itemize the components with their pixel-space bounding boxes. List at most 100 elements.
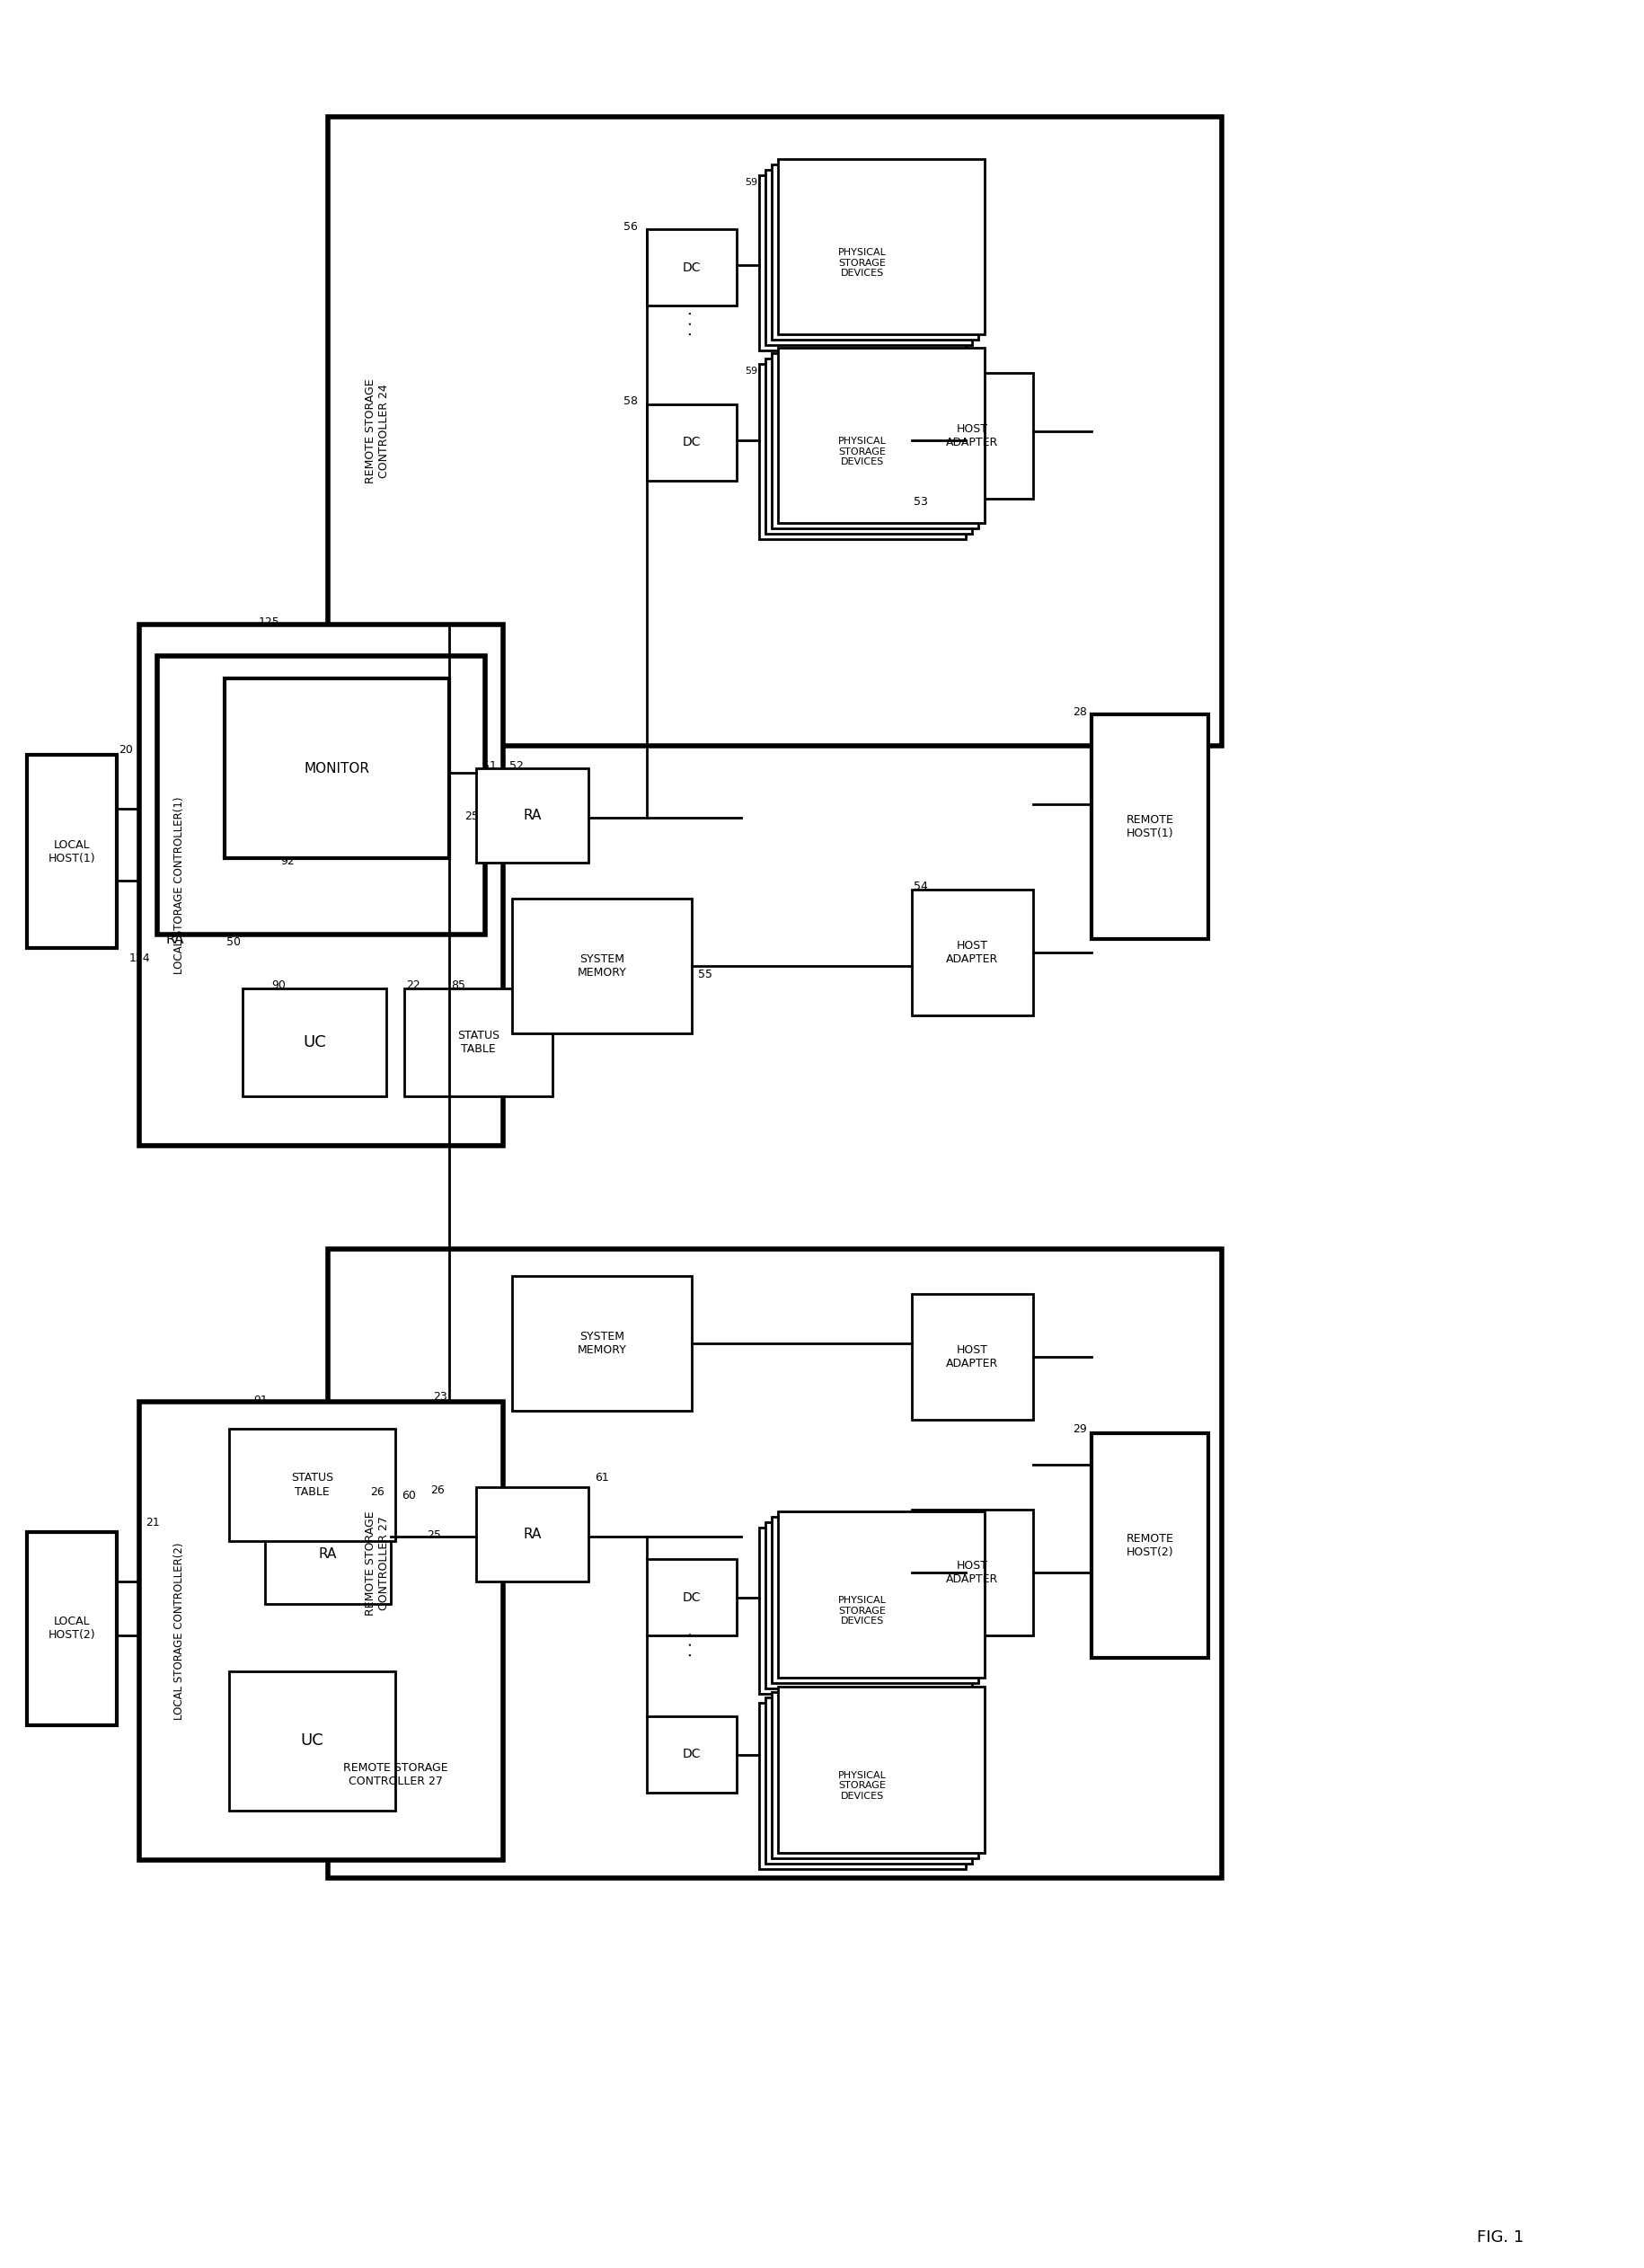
Text: LOCAL STORAGE CONTROLLER(2): LOCAL STORAGE CONTROLLER(2) xyxy=(174,1542,186,1719)
Bar xyxy=(1092,1433,1208,1658)
Bar xyxy=(912,889,1032,1016)
Text: 26: 26 xyxy=(431,1483,444,1495)
Text: MONITOR: MONITOR xyxy=(304,762,370,776)
Bar xyxy=(912,1295,1032,1420)
Text: 52: 52 xyxy=(510,760,524,771)
Text: LOCAL
HOST(2): LOCAL HOST(2) xyxy=(48,1617,95,1642)
Bar xyxy=(140,1402,503,1860)
Text: · · ·: · · · xyxy=(684,1631,700,1658)
Text: 54: 54 xyxy=(914,880,927,894)
Text: 26: 26 xyxy=(370,1486,385,1497)
Bar xyxy=(511,898,692,1034)
Text: RA: RA xyxy=(523,810,541,823)
Bar xyxy=(766,1696,972,1864)
Bar xyxy=(243,989,386,1095)
Text: 90: 90 xyxy=(271,980,286,991)
Bar xyxy=(760,1703,965,1869)
Text: STATUS
TABLE: STATUS TABLE xyxy=(291,1472,334,1497)
Text: 29: 29 xyxy=(1074,1422,1087,1436)
Bar xyxy=(766,358,972,533)
Bar xyxy=(511,1277,692,1411)
Bar xyxy=(265,1506,391,1603)
Text: REMOTE STORAGE
CONTROLLER 27: REMOTE STORAGE CONTROLLER 27 xyxy=(365,1510,390,1615)
Text: HOST
ADAPTER: HOST ADAPTER xyxy=(947,1345,998,1370)
Bar xyxy=(477,769,589,862)
Bar xyxy=(646,1717,737,1792)
Text: LOCAL STORAGE CONTROLLER(1): LOCAL STORAGE CONTROLLER(1) xyxy=(174,796,186,973)
Bar xyxy=(760,175,965,352)
Bar xyxy=(477,1488,589,1581)
Text: REMOTE STORAGE
CONTROLLER 27: REMOTE STORAGE CONTROLLER 27 xyxy=(344,1762,447,1787)
Text: DC: DC xyxy=(682,261,700,274)
Bar xyxy=(766,1522,972,1687)
Bar xyxy=(327,118,1221,746)
Bar xyxy=(771,1692,978,1857)
Text: 53: 53 xyxy=(914,497,927,508)
Bar xyxy=(912,1510,1032,1635)
Bar xyxy=(646,1558,737,1635)
Bar xyxy=(26,755,117,948)
Text: 60: 60 xyxy=(401,1490,416,1501)
Text: 59: 59 xyxy=(745,367,758,376)
Text: 61: 61 xyxy=(595,1472,608,1483)
Text: DC: DC xyxy=(682,1590,700,1603)
Text: 23: 23 xyxy=(432,1393,447,1404)
Text: 21: 21 xyxy=(146,1517,159,1529)
Text: 85: 85 xyxy=(450,980,465,991)
Bar xyxy=(760,1529,965,1694)
Text: UC: UC xyxy=(302,1034,326,1050)
Text: DC: DC xyxy=(682,1749,700,1760)
Text: 92: 92 xyxy=(281,855,294,866)
Text: · · ·: · · · xyxy=(684,311,700,336)
Bar xyxy=(771,166,978,340)
Text: FIG. 1: FIG. 1 xyxy=(1476,2229,1524,2245)
Text: 125: 125 xyxy=(258,617,279,628)
Bar xyxy=(229,1429,395,1540)
Text: RA: RA xyxy=(166,932,184,946)
Bar xyxy=(158,655,485,934)
Bar xyxy=(327,1250,1221,1878)
Bar xyxy=(140,624,503,1145)
Text: 22: 22 xyxy=(406,980,421,991)
Bar xyxy=(778,1510,985,1678)
Text: 51: 51 xyxy=(482,760,496,771)
Bar xyxy=(912,372,1032,499)
Bar xyxy=(778,159,985,333)
Text: 55: 55 xyxy=(699,968,712,980)
Text: PHYSICAL
STORAGE
DEVICES: PHYSICAL STORAGE DEVICES xyxy=(838,1597,886,1626)
Text: 25: 25 xyxy=(465,810,478,821)
Text: REMOTE STORAGE
CONTROLLER 24: REMOTE STORAGE CONTROLLER 24 xyxy=(365,379,390,483)
Bar xyxy=(760,363,965,540)
Text: 91: 91 xyxy=(253,1395,268,1406)
Text: RA: RA xyxy=(523,1529,541,1540)
Text: UC: UC xyxy=(301,1733,324,1749)
Bar xyxy=(771,1517,978,1683)
Bar xyxy=(646,229,737,306)
Bar xyxy=(229,1672,395,1810)
Text: 28: 28 xyxy=(1074,705,1087,717)
Text: 56: 56 xyxy=(623,220,638,231)
Text: 25: 25 xyxy=(427,1529,441,1540)
Text: SYSTEM
MEMORY: SYSTEM MEMORY xyxy=(577,953,626,978)
Text: 20: 20 xyxy=(118,744,133,755)
Bar xyxy=(646,404,737,481)
Text: DC: DC xyxy=(682,435,700,449)
Text: 124: 124 xyxy=(128,953,150,964)
Text: REMOTE
HOST(2): REMOTE HOST(2) xyxy=(1126,1533,1174,1558)
Text: SYSTEM
MEMORY: SYSTEM MEMORY xyxy=(577,1331,626,1356)
Bar xyxy=(778,347,985,524)
Bar xyxy=(766,170,972,345)
Bar xyxy=(778,1687,985,1853)
Bar xyxy=(404,989,552,1095)
Text: 58: 58 xyxy=(623,397,638,408)
Bar xyxy=(225,678,449,857)
Text: PHYSICAL
STORAGE
DEVICES: PHYSICAL STORAGE DEVICES xyxy=(838,438,886,467)
Text: 50: 50 xyxy=(227,937,240,948)
Bar xyxy=(26,1533,117,1726)
Text: HOST
ADAPTER: HOST ADAPTER xyxy=(947,939,998,966)
Text: PHYSICAL
STORAGE
DEVICES: PHYSICAL STORAGE DEVICES xyxy=(838,1771,886,1801)
Bar xyxy=(1092,714,1208,939)
Text: HOST
ADAPTER: HOST ADAPTER xyxy=(947,424,998,449)
Text: REMOTE
HOST(1): REMOTE HOST(1) xyxy=(1126,814,1174,839)
Text: LOCAL
HOST(1): LOCAL HOST(1) xyxy=(48,839,95,864)
